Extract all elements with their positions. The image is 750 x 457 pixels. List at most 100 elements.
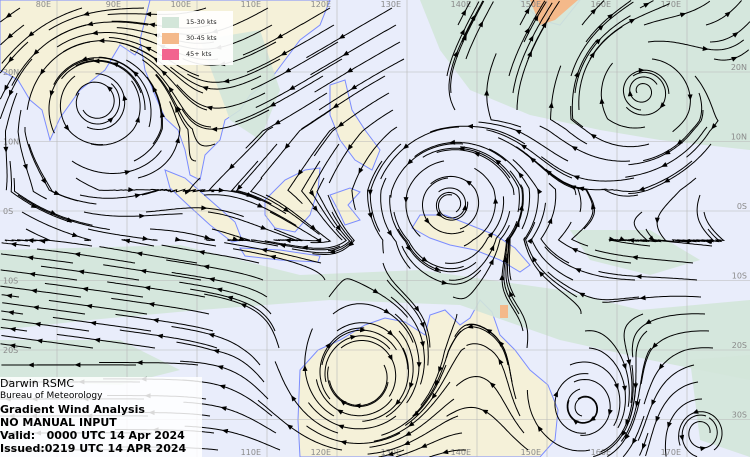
streamline-arrowhead (589, 415, 596, 422)
streamline (190, 288, 276, 332)
streamline-arrowhead (547, 217, 553, 225)
streamline (631, 313, 706, 358)
streamline (452, 224, 510, 300)
streamline (625, 126, 708, 178)
streamline-arrowhead (122, 94, 128, 101)
shade-15-30-kts (570, 230, 700, 275)
streamline-arrowhead (621, 385, 627, 392)
streamline (179, 281, 272, 315)
streamline (362, 347, 410, 422)
streamline (98, 56, 152, 128)
streamline (570, 1, 634, 77)
streamline-arrowhead (269, 101, 277, 107)
streamline (227, 239, 279, 247)
longitude-label-bottom: 170E (661, 448, 681, 457)
streamline (601, 160, 693, 193)
streamline (622, 415, 645, 457)
streamline (554, 373, 589, 434)
latitude-label-right: 10N (731, 133, 747, 142)
streamline-arrowhead (498, 340, 505, 347)
streamline (573, 378, 611, 436)
streamline-arrowhead (308, 190, 315, 197)
streamline-arrowhead (260, 224, 267, 230)
streamline-arrowhead (128, 187, 135, 193)
streamline-arrowhead (297, 169, 304, 176)
streamline-arrowhead (466, 123, 474, 129)
streamline (133, 76, 163, 162)
streamline-arrowhead (280, 50, 288, 56)
streamline-arrowhead (201, 205, 208, 211)
streamline-arrowhead (236, 184, 243, 191)
streamline-arrowhead (220, 406, 227, 412)
streamline-arrowhead (607, 13, 614, 20)
streamline-arrowhead (288, 85, 296, 91)
streamline (401, 245, 482, 285)
streamline (171, 326, 261, 366)
streamline-arrowhead (337, 121, 345, 128)
streamline (308, 402, 397, 430)
streamline-arrowhead (532, 255, 538, 263)
sumatra-landmass (164, 169, 243, 243)
streamline-arrowhead (201, 86, 209, 91)
streamline (538, 164, 596, 230)
streamline (321, 329, 397, 366)
streamline (48, 58, 95, 134)
streamline (75, 81, 115, 119)
streamline (119, 329, 218, 349)
streamline (414, 141, 507, 162)
streamline (149, 228, 216, 241)
streamline-arrowhead (434, 266, 442, 272)
streamline (251, 41, 339, 91)
streamline-arrowhead (639, 295, 646, 301)
streamline (111, 297, 210, 315)
streamline (488, 148, 531, 230)
streamline (181, 108, 270, 130)
streamline (336, 322, 409, 370)
streamline-arrowhead (627, 90, 633, 97)
streamline-arrowhead (240, 303, 247, 309)
streamline-arrowhead (346, 67, 354, 73)
streamline-arrowhead (148, 302, 155, 307)
streamline (430, 175, 480, 230)
streamline-arrowhead (638, 186, 645, 192)
latitude-label-left: 10N (3, 138, 19, 147)
streamline (381, 364, 447, 436)
streamline-arrowhead (651, 399, 657, 406)
streamline-arrowhead (431, 392, 438, 400)
streamline-arrowhead (638, 67, 645, 73)
streamline (255, 58, 343, 108)
streamline-arrowhead (383, 308, 390, 314)
streamline-arrowhead (3, 146, 9, 153)
streamline-arrowhead (112, 62, 119, 68)
streamline-arrowhead (536, 187, 543, 195)
streamline-arrowhead (648, 235, 655, 242)
streamline (549, 65, 588, 145)
longitude-label-bottom: 160E (591, 448, 611, 457)
streamline-arrowhead (416, 362, 422, 369)
streamline (176, 341, 265, 383)
streamline-arrowhead (402, 143, 410, 150)
streamline (61, 60, 142, 94)
streamline (300, 160, 343, 241)
streamline (369, 398, 455, 448)
streamline (570, 106, 650, 148)
streamline-arrowhead (659, 102, 666, 109)
streamline (645, 381, 699, 457)
streamline-arrowhead (589, 51, 596, 59)
streamline (463, 167, 497, 247)
streamline (380, 126, 460, 180)
streamline-arrowhead (302, 364, 308, 372)
streamline (170, 66, 262, 90)
streamline (507, 202, 524, 298)
streamline-arrowhead (632, 437, 638, 445)
streamline (367, 160, 384, 254)
streamline (448, 210, 511, 281)
streamline (444, 196, 505, 264)
streamline-arrowhead (462, 204, 468, 211)
streamline-arrowhead (459, 28, 465, 36)
streamline-arrowhead (607, 409, 613, 416)
streamline (0, 253, 74, 264)
streamline (246, 24, 335, 73)
